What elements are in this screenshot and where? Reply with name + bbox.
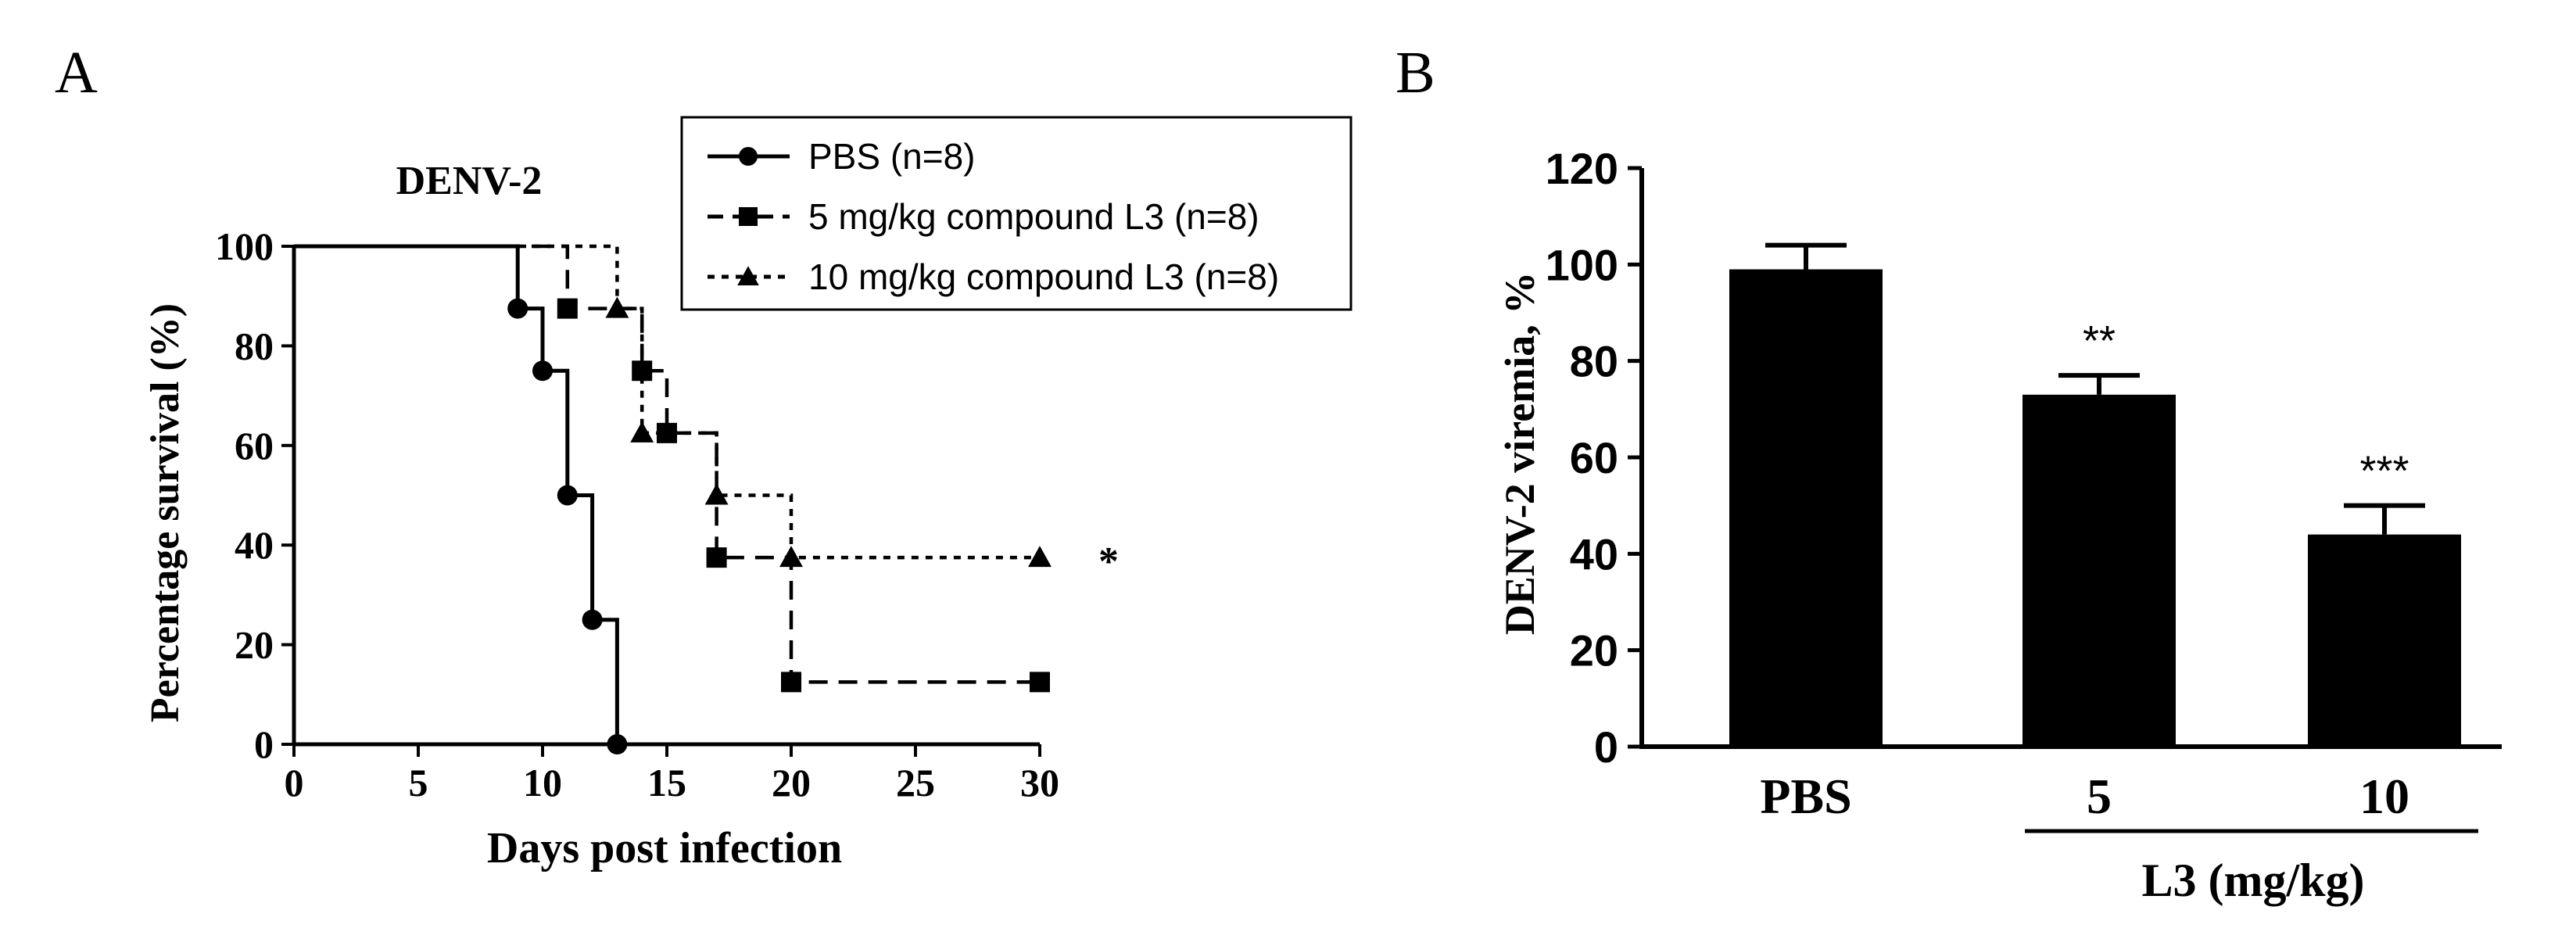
- x-axis-label: L3 (mg/kg): [2142, 855, 2365, 906]
- marker-triangle: [737, 266, 759, 286]
- y-tick-label: 20: [235, 623, 274, 667]
- series-line: [294, 244, 1040, 560]
- marker-square: [739, 207, 758, 226]
- y-tick-label: 20: [1570, 626, 1618, 675]
- significance-stars: **: [2083, 317, 2116, 364]
- category-label: 5: [2087, 769, 2112, 824]
- y-tick-label: 120: [1546, 144, 1618, 193]
- x-tick-label: 25: [896, 761, 935, 804]
- y-tick-label: 60: [1570, 433, 1618, 482]
- marker-circle: [739, 147, 758, 166]
- series-layer: [294, 244, 1052, 754]
- legend: PBS (n=8) 5 mg/kg compound L3 (n=8) 10 mg/…: [680, 116, 1352, 311]
- y-tick-label: 0: [254, 722, 274, 766]
- y-tick-label: 100: [215, 224, 274, 268]
- x-tick-label: 10: [523, 761, 562, 804]
- panel-a-letter: A: [55, 40, 98, 106]
- marker-circle: [607, 734, 628, 754]
- axes: 0 5 10 15 20 25 30 0 20 40 60 80 100: [215, 224, 1059, 804]
- y-tick-label: 60: [235, 424, 274, 468]
- viremia-bar-chart: 0 20 40 60 80 100 120 PBS 5 ** 10 *** DENV-2 virem…: [1496, 144, 2502, 906]
- category-label: PBS: [1760, 769, 1851, 824]
- marker-triangle: [630, 421, 654, 443]
- marker-square: [632, 360, 653, 382]
- marker-circle: [532, 360, 553, 382]
- legend-box: [680, 116, 1352, 311]
- marker-triangle: [605, 296, 629, 318]
- y-tick-label: 40: [1570, 529, 1618, 579]
- x-axis-label: Days post infection: [487, 824, 842, 873]
- series-square: [294, 244, 1050, 693]
- marker-circle: [557, 485, 578, 506]
- significance-stars: ***: [2359, 448, 2409, 495]
- marker-square: [706, 547, 727, 568]
- x-tick-label: 0: [285, 761, 304, 804]
- legend-label: 10 mg/kg compound L3 (n=8): [808, 256, 1279, 297]
- legend-label: 5 mg/kg compound L3 (n=8): [808, 196, 1259, 237]
- survival-chart: DENV-2 PBS (n=8) 5 mg/kg compound L3 (n=8…: [143, 116, 1352, 873]
- y-tick-label: 40: [235, 523, 274, 567]
- legend-label: PBS (n=8): [808, 136, 976, 177]
- bar-10: [2308, 534, 2461, 747]
- chart-title: DENV-2: [396, 159, 543, 203]
- marker-circle: [507, 298, 528, 319]
- marker-square: [557, 298, 578, 319]
- bar-PBS: [1729, 269, 1883, 747]
- x-tick-label: 30: [1020, 761, 1059, 804]
- x-tick-label: 5: [409, 761, 428, 804]
- category-label: 10: [2359, 769, 2409, 824]
- marker-square: [781, 672, 801, 693]
- y-tick-label: 0: [1594, 722, 1618, 772]
- marker-triangle: [1028, 546, 1052, 568]
- panel-b-letter: B: [1395, 40, 1435, 106]
- marker-circle: [582, 609, 603, 630]
- y-tick-label: 100: [1546, 240, 1618, 289]
- x-tick-label: 15: [647, 761, 686, 804]
- y-axis-label: DENV-2 viremia, %: [1496, 272, 1543, 635]
- y-tick-label: 80: [1570, 337, 1618, 386]
- series-line: [294, 244, 1040, 684]
- marker-square: [657, 422, 677, 443]
- bar-5: [2022, 394, 2176, 747]
- significance-marker: *: [1098, 539, 1119, 584]
- series-circle: [294, 244, 628, 754]
- marker-square: [1030, 672, 1050, 693]
- y-tick-label: 80: [235, 324, 274, 367]
- x-tick-label: 20: [772, 761, 811, 804]
- bars-layer: PBS 5 ** 10 ***: [1729, 242, 2461, 824]
- y-axis-label: Percentage survival (%): [143, 303, 188, 722]
